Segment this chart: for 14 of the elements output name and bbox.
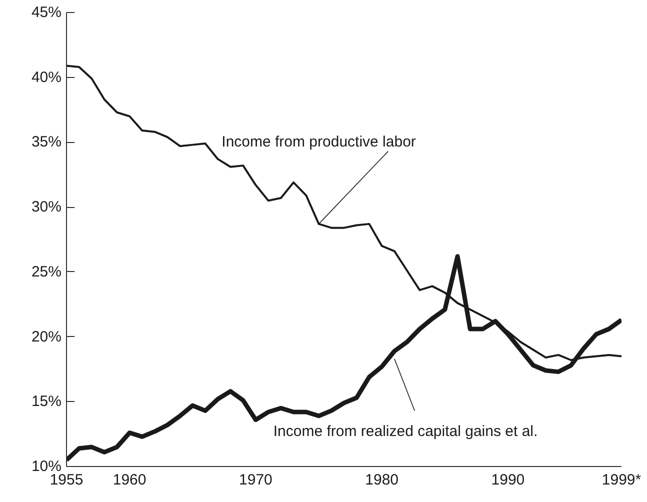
annotation: Income from realized capital gains et al.	[273, 422, 538, 440]
x-tick-label: 1980	[365, 472, 399, 488]
x-tick-label: 1970	[239, 472, 272, 488]
y-tick-label: 35%	[31, 134, 62, 151]
annotation: Income from productive labor	[222, 134, 416, 151]
y-tick-label: 15%	[31, 393, 62, 410]
y-tick-label: 20%	[31, 328, 62, 346]
y-tick-label: 45%	[31, 4, 62, 21]
x-tick-label: 1990	[491, 472, 525, 488]
y-tick-label: 30%	[31, 198, 62, 216]
x-tick-label: 1999*	[602, 472, 642, 488]
y-tick-label: 25%	[31, 263, 62, 280]
x-tick-label: 1960	[112, 472, 146, 488]
y-tick-label: 40%	[31, 68, 62, 86]
